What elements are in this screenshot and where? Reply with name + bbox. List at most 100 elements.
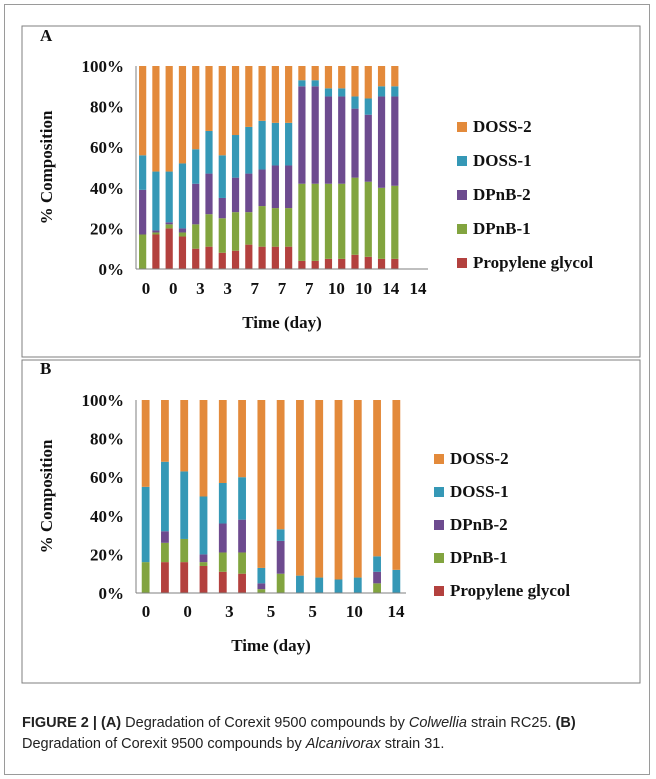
bar-segment	[161, 461, 169, 532]
bar-segment	[192, 183, 200, 225]
bar-segment	[285, 165, 293, 209]
bar-segment	[353, 400, 362, 578]
bar-segment	[373, 400, 381, 557]
bar-segment	[257, 567, 266, 584]
bar-segment	[276, 573, 285, 593]
caption-part-a-text-1: Degradation of Corexit 9500 compounds by	[121, 715, 409, 731]
chart-border	[21, 25, 641, 358]
bar-segment	[199, 400, 208, 497]
bar-segment	[324, 88, 333, 97]
bar-segment	[245, 66, 253, 127]
bar-segment	[391, 96, 399, 186]
bar-segment	[152, 234, 160, 269]
legend-swatch	[457, 258, 467, 268]
legend-swatch	[457, 122, 467, 132]
bar-segment	[152, 66, 160, 172]
x-tick-label: 10	[355, 279, 372, 298]
bar-segment	[141, 562, 150, 593]
bar-segment	[192, 224, 200, 249]
bar-segment	[141, 400, 150, 487]
bar-segment	[271, 246, 279, 269]
bar-segment	[231, 177, 240, 213]
bar-segment	[192, 149, 200, 184]
bar-segment	[178, 66, 187, 164]
bar-segment	[351, 66, 359, 97]
legend-swatch	[434, 586, 444, 596]
bar-segment	[334, 400, 343, 580]
bar-segment	[161, 542, 169, 563]
bar-segment	[199, 496, 208, 555]
bar-segment	[353, 577, 362, 593]
bar-segment	[351, 108, 359, 178]
legend-swatch	[434, 487, 444, 497]
bar-segment	[296, 400, 304, 576]
bar-segment	[311, 66, 319, 81]
bar-segment	[258, 246, 266, 269]
y-tick-label: 0%	[99, 260, 125, 279]
bar-segment	[152, 230, 160, 233]
legend-swatch	[434, 553, 444, 563]
bar-segment	[311, 86, 319, 184]
bar-segment	[271, 66, 279, 123]
x-tick-label: 5	[267, 602, 276, 621]
bar-segment	[257, 589, 266, 593]
bar-segment	[377, 96, 386, 188]
bar-segment	[364, 181, 372, 257]
bar-segment	[139, 66, 147, 156]
bar-segment	[238, 552, 246, 574]
caption-part-b-organism: Alcanivorax	[305, 736, 381, 752]
bar-segment	[377, 86, 386, 97]
bar-segment	[245, 173, 253, 213]
bar-segment	[271, 122, 279, 166]
bar-segment	[391, 258, 399, 269]
figure-frame	[4, 4, 650, 775]
bar-segment	[141, 486, 150, 563]
bar-segment	[218, 571, 227, 593]
bar-segment	[205, 214, 213, 247]
x-tick-label: 7	[305, 279, 314, 298]
bar-segment	[245, 126, 253, 174]
legend: DOSS-2 DOSS-1 DPnB-2 DPnB-1 Propylene glycol	[434, 449, 570, 600]
bar-segment	[298, 260, 306, 269]
bar-segment	[205, 66, 213, 131]
bar-segment	[298, 183, 306, 261]
bar-segment	[152, 171, 160, 231]
legend-swatch	[434, 520, 444, 530]
bar-segment	[324, 258, 333, 269]
bar-segment	[165, 222, 173, 225]
x-tick-label: 3	[196, 279, 205, 298]
bar-segment	[311, 80, 319, 87]
legend-label: Propylene glycol	[473, 253, 593, 272]
legend-label: DPnB-2	[473, 185, 531, 204]
bar-segment	[161, 400, 169, 462]
bar-segment	[258, 206, 266, 247]
bar-segment	[165, 66, 173, 172]
legend-label: DPnB-1	[450, 548, 508, 567]
bar-segment	[165, 171, 173, 223]
bar-segment	[218, 252, 226, 269]
y-tick-label: 0%	[99, 584, 125, 603]
bar-segment	[178, 232, 187, 237]
bar-segment	[238, 573, 246, 593]
bar-segment	[364, 98, 372, 115]
x-tick-label: 0	[169, 279, 178, 298]
bar-segment	[218, 400, 227, 483]
y-tick-label: 60%	[90, 138, 124, 157]
legend-label: DPnB-2	[450, 515, 508, 534]
bar-segment	[139, 234, 147, 269]
x-tick-label: 14	[388, 602, 406, 621]
bar-segment	[192, 66, 200, 150]
bar-segment	[199, 554, 208, 563]
bar-segment	[178, 236, 187, 269]
bar-segment	[231, 212, 240, 251]
bar-segment	[205, 246, 213, 269]
bar-segment	[165, 224, 173, 229]
bar-segment	[231, 66, 240, 136]
bar-segment	[271, 208, 279, 247]
legend-swatch	[434, 454, 444, 464]
x-tick-label: 10	[328, 279, 345, 298]
bar-segment	[218, 66, 226, 156]
caption-part-b-text-1: Degradation of Corexit 9500 compounds by	[22, 736, 306, 752]
bar-segment	[377, 187, 386, 259]
